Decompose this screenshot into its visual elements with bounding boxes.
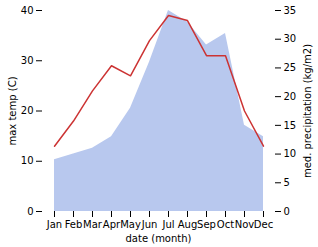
svg-text:35: 35 bbox=[284, 5, 297, 16]
svg-text:Jun: Jun bbox=[141, 219, 158, 230]
svg-text:20: 20 bbox=[284, 91, 297, 102]
svg-text:10: 10 bbox=[21, 155, 34, 166]
svg-text:May: May bbox=[120, 219, 141, 230]
svg-text:Dec: Dec bbox=[254, 219, 273, 230]
svg-text:0: 0 bbox=[27, 206, 33, 217]
svg-text:Jan: Jan bbox=[46, 219, 62, 230]
svg-text:max temp (C): max temp (C) bbox=[7, 76, 18, 145]
svg-text:15: 15 bbox=[284, 120, 297, 131]
svg-text:10: 10 bbox=[284, 148, 297, 159]
svg-text:Jul: Jul bbox=[161, 219, 174, 230]
svg-text:20: 20 bbox=[21, 105, 34, 116]
svg-text:40: 40 bbox=[21, 5, 34, 16]
svg-text:Apr: Apr bbox=[103, 219, 121, 230]
svg-text:5: 5 bbox=[284, 177, 290, 188]
svg-text:Feb: Feb bbox=[65, 219, 83, 230]
svg-text:Oct: Oct bbox=[217, 219, 234, 230]
svg-text:Aug: Aug bbox=[178, 219, 198, 230]
svg-text:Nov: Nov bbox=[235, 219, 255, 230]
svg-text:Mar: Mar bbox=[83, 219, 103, 230]
svg-text:date (month): date (month) bbox=[126, 233, 192, 244]
svg-text:30: 30 bbox=[284, 33, 297, 44]
svg-text:Sep: Sep bbox=[197, 219, 216, 230]
svg-text:30: 30 bbox=[21, 55, 34, 66]
svg-text:0: 0 bbox=[284, 206, 290, 217]
svg-text:25: 25 bbox=[284, 62, 297, 73]
svg-text:med. precipitation (kg/m2): med. precipitation (kg/m2) bbox=[302, 44, 313, 178]
